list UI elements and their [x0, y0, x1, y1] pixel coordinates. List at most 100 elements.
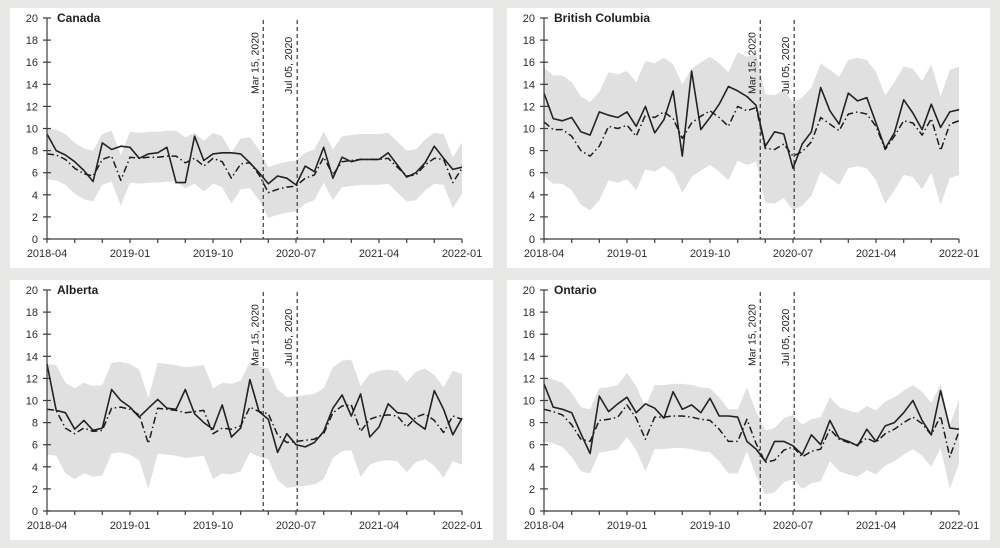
x-tick-label: 2019-10 [690, 520, 730, 532]
y-tick-label: 0 [529, 506, 535, 518]
x-tick-label: 2019-01 [607, 248, 647, 260]
x-tick-label: 2020-07 [276, 248, 316, 260]
y-tick-label: 20 [523, 13, 535, 25]
x-tick-label: 2019-01 [110, 520, 150, 532]
chart-title-ontario: Ontario [554, 283, 597, 297]
event-label-1: Jul 05, 2020 [283, 309, 295, 366]
shaded-confidence-band [47, 128, 462, 218]
event-label-1: Jul 05, 2020 [780, 37, 792, 94]
y-tick-label: 8 [529, 146, 535, 158]
shaded-confidence-band [544, 372, 959, 495]
y-tick-label: 8 [32, 418, 38, 430]
chart-panel-canada: Canada Mar 15, 2020 Jul 05, 2020 0 2 4 6 8 10 12… [10, 8, 493, 268]
solid-series-line [543, 383, 960, 463]
event-label-0: Mar 15, 2020 [746, 32, 758, 94]
chart-title-british-columbia: British Columbia [554, 11, 651, 25]
y-tick-label: 10 [523, 396, 535, 408]
event-label-0: Mar 15, 2020 [249, 304, 261, 366]
chart-title-canada: Canada [57, 11, 101, 25]
y-tick-label: 12 [523, 373, 535, 385]
y-tick-label: 12 [26, 373, 38, 385]
y-tick-label: 16 [523, 329, 535, 341]
x-tick-label: 2020-07 [276, 520, 316, 532]
x-tick-label: 2022-01 [442, 520, 482, 532]
y-tick-label: 14 [523, 351, 535, 363]
y-tick-label: 6 [529, 440, 535, 452]
y-tick-label: 18 [26, 35, 38, 47]
x-tick-label: 2021-04 [856, 520, 896, 532]
event-label-1: Jul 05, 2020 [283, 37, 295, 94]
x-tick-label: 2019-01 [607, 520, 647, 532]
x-tick-label: 2019-10 [193, 520, 233, 532]
y-tick-label: 20 [26, 13, 38, 25]
y-tick-label: 16 [523, 57, 535, 69]
solid-series-line [543, 70, 960, 170]
x-tick-label: 2018-04 [524, 248, 564, 260]
ontario-line-chart: Mar 15, 2020 Jul 05, 2020 0 2 4 6 8 10 12 14 16 18 2… [523, 285, 979, 532]
y-tick-label: 0 [32, 234, 38, 246]
y-tick-label: 2 [529, 484, 535, 496]
chart-panel-british-columbia: British Columbia Mar 15, 2020 Jul 05, 202… [507, 8, 990, 268]
dash-dot-series-line [46, 404, 463, 445]
y-tick-label: 2 [529, 212, 535, 224]
y-tick-label: 6 [529, 168, 535, 180]
x-tick-label: 2022-01 [442, 248, 482, 260]
british-columbia-line-chart: Mar 15, 2020 Jul 05, 2020 0 2 4 6 8 10 12 14 16 18 2… [523, 13, 979, 260]
x-tick-label: 2021-04 [359, 520, 399, 532]
event-label-0: Mar 15, 2020 [249, 32, 261, 94]
y-tick-label: 4 [32, 462, 38, 474]
y-tick-label: 4 [32, 190, 38, 202]
x-tick-label: 2020-07 [773, 248, 813, 260]
y-tick-label: 10 [523, 124, 535, 136]
shaded-confidence-band [47, 359, 462, 489]
x-tick-label: 2022-01 [939, 248, 979, 260]
x-tick-label: 2018-04 [27, 248, 67, 260]
y-tick-label: 4 [529, 462, 535, 474]
shaded-confidence-band [544, 52, 959, 211]
y-tick-label: 14 [26, 351, 38, 363]
x-tick-label: 2019-01 [110, 248, 150, 260]
y-tick-label: 18 [523, 307, 535, 319]
y-tick-label: 14 [26, 79, 38, 91]
axes [540, 289, 960, 515]
dash-dot-series-line [543, 105, 960, 157]
y-tick-label: 14 [523, 79, 535, 91]
x-tick-label: 2020-07 [773, 520, 813, 532]
event-label-1: Jul 05, 2020 [780, 309, 792, 366]
y-tick-label: 10 [26, 124, 38, 136]
y-tick-label: 8 [32, 146, 38, 158]
x-tick-label: 2021-04 [856, 248, 896, 260]
chart-panel-alberta: Alberta Mar 15, 2020 Jul 05, 2020 0 2 4 6 8 10 1… [10, 280, 493, 540]
x-tick-label: 2019-10 [690, 248, 730, 260]
axes [540, 17, 960, 243]
solid-series-line [46, 363, 463, 454]
y-tick-label: 0 [32, 506, 38, 518]
y-tick-label: 12 [26, 101, 38, 113]
x-tick-label: 2019-10 [193, 248, 233, 260]
y-tick-label: 12 [523, 101, 535, 113]
y-tick-label: 4 [529, 190, 535, 202]
chart-title-alberta: Alberta [57, 283, 99, 297]
chart-panel-ontario: Ontario Mar 15, 2020 Jul 05, 2020 0 2 4 6 8 10 1… [507, 280, 990, 540]
y-tick-label: 10 [26, 396, 38, 408]
x-tick-label: 2018-04 [524, 520, 564, 532]
y-tick-label: 2 [32, 484, 38, 496]
y-tick-label: 20 [523, 285, 535, 297]
axes [43, 289, 463, 515]
x-tick-label: 2018-04 [27, 520, 67, 532]
dash-dot-series-line [543, 404, 960, 464]
y-tick-label: 18 [523, 35, 535, 47]
y-tick-label: 20 [26, 285, 38, 297]
y-tick-label: 16 [26, 329, 38, 341]
y-tick-label: 6 [32, 168, 38, 180]
y-tick-label: 16 [26, 57, 38, 69]
y-tick-label: 0 [529, 234, 535, 246]
axes [43, 17, 463, 243]
canada-line-chart: Mar 15, 2020 Jul 05, 2020 0 2 4 6 8 10 12 14 16 18 2… [26, 13, 482, 260]
y-tick-label: 8 [529, 418, 535, 430]
x-tick-label: 2021-04 [359, 248, 399, 260]
y-tick-label: 2 [32, 212, 38, 224]
event-label-0: Mar 15, 2020 [746, 304, 758, 366]
y-tick-label: 6 [32, 440, 38, 452]
